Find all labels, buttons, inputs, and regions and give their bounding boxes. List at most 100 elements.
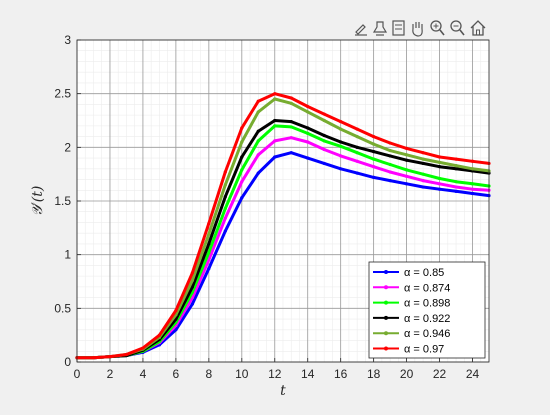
data-point-4 [256, 110, 260, 114]
data-point-0 [454, 189, 458, 193]
data-point-3 [355, 145, 359, 149]
data-point-5 [322, 112, 326, 116]
legend-marker-4 [384, 331, 388, 336]
data-point-5 [223, 170, 227, 174]
y-tick-labels: 0 0.5 1 1.5 2 2.5 3 [54, 33, 71, 369]
zoom-out-icon[interactable] [450, 20, 465, 36]
data-point-5 [256, 99, 260, 103]
data-point-5 [157, 333, 161, 337]
y-tick-label: 0.5 [54, 301, 71, 315]
axes-box [76, 39, 490, 363]
data-point-5 [190, 271, 194, 275]
data-point-2 [388, 162, 392, 167]
data-point-4 [289, 101, 293, 105]
legend-label-0: α = 0.85 [404, 267, 444, 279]
data-point-4 [207, 232, 211, 236]
data-point-4 [372, 142, 376, 146]
data-point-4 [437, 160, 442, 164]
legend-icon[interactable] [392, 20, 405, 36]
data-point-0 [339, 167, 343, 171]
x-tick-label: 8 [205, 367, 212, 381]
data-point-3 [405, 158, 409, 162]
legend-label-2: α = 0.898 [404, 298, 450, 310]
y-tick-label: 3 [64, 33, 71, 47]
data-point-3 [190, 285, 194, 289]
data-point-0 [372, 175, 376, 179]
data-point-4 [190, 278, 194, 283]
x-tick-label: 20 [400, 367, 414, 381]
data-point-2 [454, 180, 458, 184]
data-point-3 [437, 165, 442, 169]
data-point-0 [322, 161, 326, 166]
series-lines [75, 92, 491, 360]
legend[interactable]: α = 0.85 α = 0.874 α = 0.898 α = 0.922 α = 0… [368, 261, 486, 359]
data-point-5 [306, 104, 310, 109]
data-point-2 [437, 176, 442, 181]
legend-marker-3 [384, 315, 388, 320]
brush-icon[interactable] [355, 24, 367, 36]
data-point-0 [273, 155, 277, 159]
data-point-3 [421, 161, 425, 166]
data-point-5 [207, 221, 211, 226]
data-point-1 [388, 170, 392, 174]
zoom-in-icon[interactable] [430, 20, 445, 36]
x-tick-label: 6 [173, 367, 180, 381]
data-point-5 [405, 146, 409, 151]
data-point-5 [470, 159, 475, 163]
y-tick-label: 2 [64, 140, 71, 154]
data-point-2 [339, 144, 343, 148]
x-tick-labels: 0 2 4 6 8 10 12 14 16 18 20 22 24 [74, 367, 480, 381]
data-point-3 [207, 242, 211, 246]
home-icon[interactable] [470, 20, 486, 36]
legend-marker-5 [384, 346, 388, 351]
data-point-0 [240, 196, 244, 200]
data-point-2 [256, 139, 260, 143]
series-line-5[interactable] [77, 92, 490, 360]
data-point-1 [256, 153, 260, 157]
data-point-5 [108, 355, 112, 359]
data-point-4 [405, 153, 409, 157]
data-point-2 [306, 131, 310, 135]
legend-label-4: α = 0.946 [404, 328, 450, 340]
y-tick-label: 0 [64, 355, 71, 369]
data-point-3 [322, 133, 326, 138]
legend-marker-2 [384, 300, 388, 305]
data-point-1 [306, 140, 310, 144]
data-point-1 [289, 136, 293, 140]
data-point-0 [470, 191, 475, 196]
data-point-1 [240, 180, 244, 184]
data-point-1 [207, 258, 211, 262]
data-point-5 [437, 155, 442, 159]
data-point-1 [421, 179, 425, 183]
data-point-2 [355, 151, 359, 155]
data-point-5 [388, 141, 392, 145]
x-tick-label: 16 [334, 367, 348, 381]
data-point-0 [355, 171, 359, 175]
data-point-4 [322, 118, 326, 123]
data-point-5 [174, 308, 178, 313]
data-point-1 [223, 216, 227, 220]
data-tips-icon[interactable] [372, 21, 388, 36]
pan-icon[interactable] [412, 22, 423, 37]
data-point-5 [421, 151, 425, 155]
x-tick-label: 22 [433, 367, 447, 381]
y-tick-label: 1.5 [54, 194, 71, 208]
data-point-4 [223, 183, 227, 187]
data-point-1 [322, 147, 326, 152]
data-point-3 [289, 119, 293, 124]
data-point-1 [273, 139, 277, 143]
legend-label-5: α = 0.97 [404, 344, 444, 356]
data-point-4 [454, 163, 458, 168]
data-point-3 [273, 118, 277, 123]
data-point-0 [405, 182, 409, 186]
data-point-4 [273, 97, 277, 101]
x-tick-label: 10 [235, 367, 249, 381]
legend-box [368, 261, 486, 359]
data-point-5 [355, 127, 359, 131]
data-point-3 [454, 167, 458, 171]
data-point-4 [355, 135, 359, 139]
data-point-5 [372, 135, 376, 139]
legend-marker-1 [384, 285, 388, 290]
data-point-3 [339, 140, 343, 144]
data-point-0 [223, 229, 227, 233]
